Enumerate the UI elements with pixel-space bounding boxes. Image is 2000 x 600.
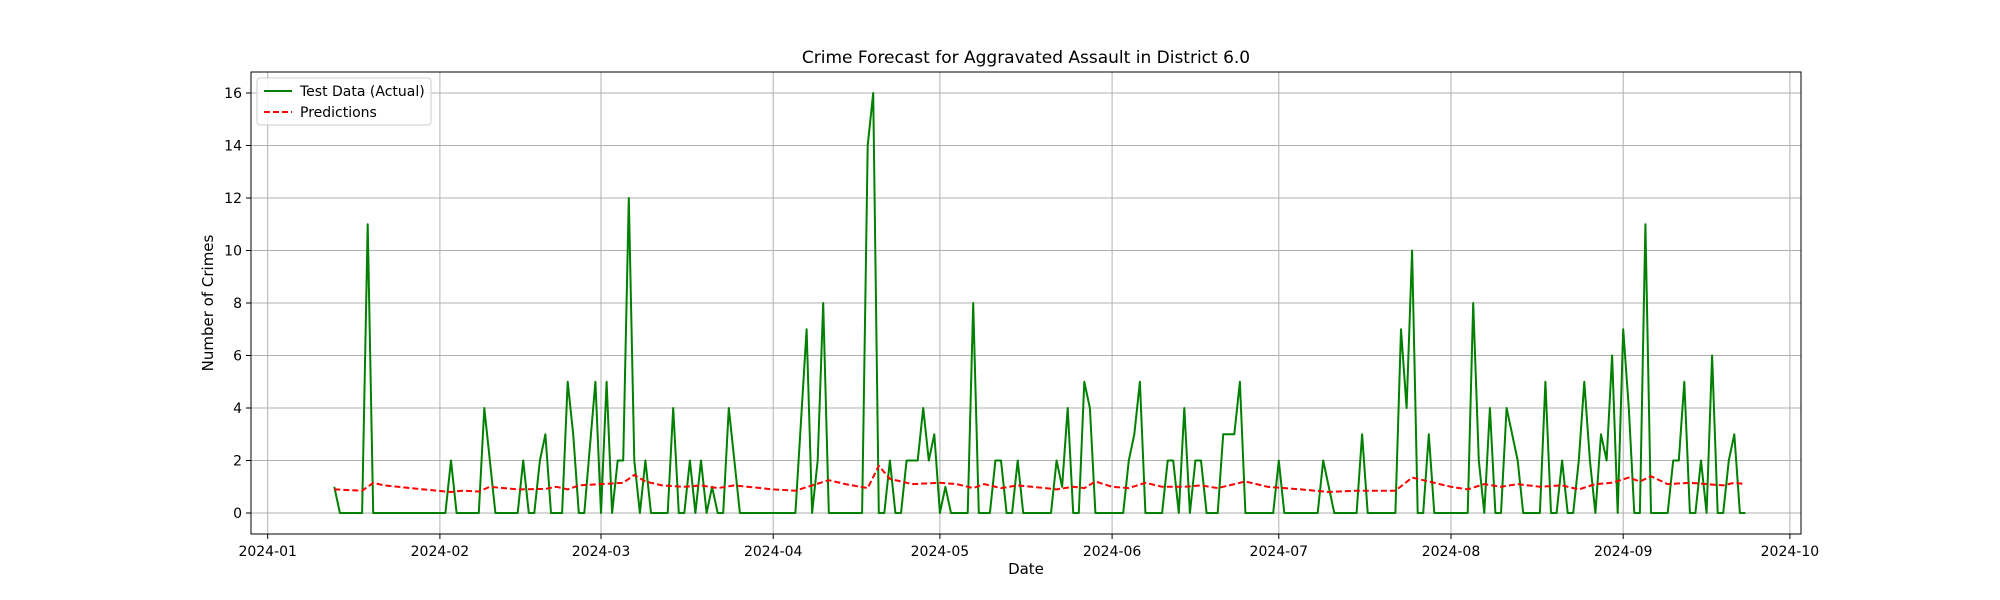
x-tick-label: 2024-02	[411, 544, 470, 560]
y-tick-label: 10	[224, 244, 242, 260]
y-axis: 0 2 4 6 8 10 12 14 16	[224, 86, 251, 522]
x-tick-label: 2024-08	[1422, 544, 1481, 560]
legend-box	[256, 77, 432, 126]
x-axis: 2024-01 2024-02 2024-03 2024-04 2024-05 2024-…	[238, 534, 1819, 560]
x-tick-label: 2024-10	[1761, 544, 1820, 560]
chart-title: Crime Forecast for Aggravated Assault in…	[802, 48, 1250, 68]
x-tick-label: 2024-07	[1250, 544, 1309, 560]
series-layer	[333, 92, 1746, 514]
legend-label-actual: Test Data (Actual)	[299, 84, 425, 100]
y-tick-label: 16	[224, 86, 242, 102]
x-tick-label: 2024-01	[238, 544, 297, 560]
x-tick-label: 2024-05	[911, 544, 970, 560]
y-tick-label: 8	[233, 296, 242, 312]
y-tick-label: 2	[233, 454, 242, 470]
series-line-predictions	[334, 464, 1746, 493]
x-tick-label: 2024-06	[1083, 544, 1142, 560]
y-tick-label: 4	[233, 401, 242, 417]
series-line-actual	[333, 92, 1746, 514]
legend: Test Data (Actual) Predictions	[256, 77, 432, 126]
y-axis-label: Number of Crimes	[199, 234, 217, 371]
x-tick-label: 2024-09	[1594, 544, 1653, 560]
y-tick-label: 14	[224, 139, 242, 155]
x-tick-label: 2024-03	[572, 544, 631, 560]
y-tick-label: 6	[233, 349, 242, 365]
y-tick-label: 12	[224, 191, 242, 207]
legend-label-predictions: Predictions	[300, 105, 377, 121]
x-tick-label: 2024-04	[744, 544, 803, 560]
y-tick-label: 0	[233, 506, 242, 522]
x-axis-label: Date	[1008, 560, 1044, 578]
